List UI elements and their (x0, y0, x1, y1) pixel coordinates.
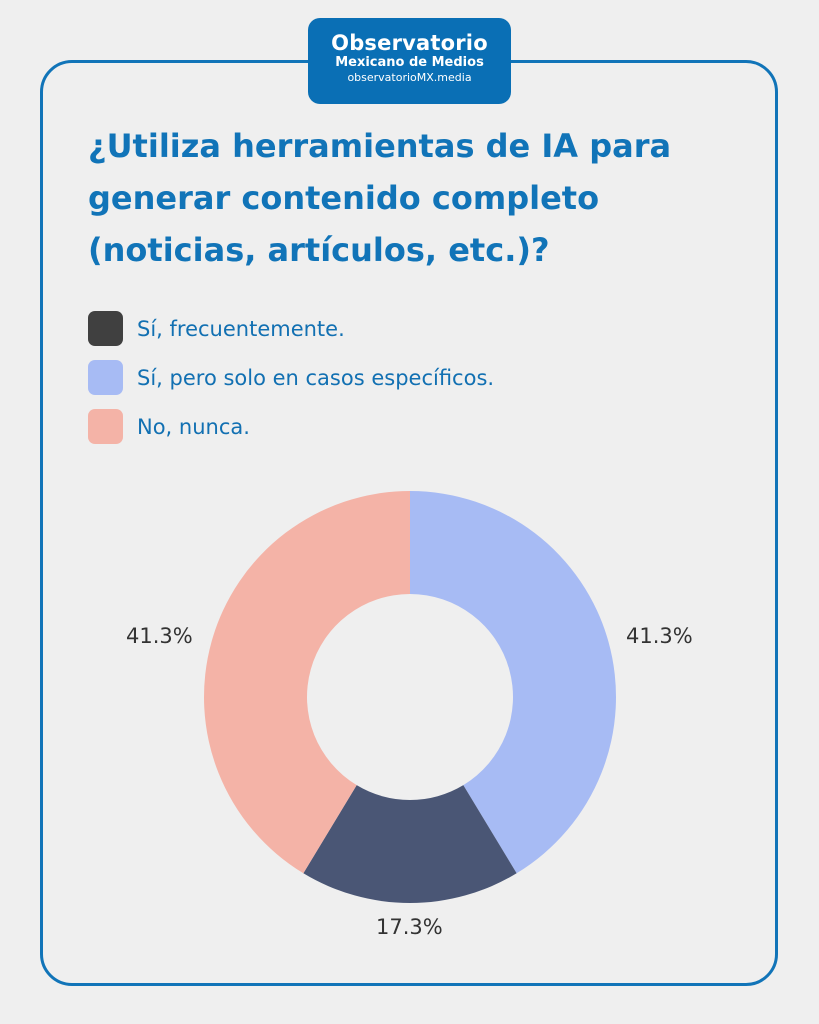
logo-badge: Observatorio Mexicano de Medios observat… (308, 18, 511, 104)
slice-nunca (204, 491, 410, 874)
chart-legend: Sí, frecuentemente. Sí, pero solo en cas… (88, 304, 494, 451)
legend-label-nunca: No, nunca. (137, 414, 250, 439)
slice-frecuentemente (303, 785, 517, 903)
legend-swatch-frecuentemente (88, 311, 123, 346)
legend-item-especificos: Sí, pero solo en casos específicos. (88, 353, 494, 402)
chart-title: ¿Utiliza herramientas de IA para generar… (88, 127, 672, 269)
legend-item-frecuentemente: Sí, frecuentemente. (88, 304, 494, 353)
slice-especificos (410, 491, 616, 874)
legend-label-especificos: Sí, pero solo en casos específicos. (137, 365, 495, 390)
data-label-especificos: 41.3% (626, 624, 693, 648)
data-label-nunca: 41.3% (126, 624, 193, 648)
legend-swatch-nunca (88, 409, 123, 444)
legend-swatch-especificos (88, 360, 123, 395)
legend-item-nunca: No, nunca. (88, 402, 494, 451)
logo-url: observatorioMX.media (347, 71, 472, 84)
data-label-frecuentemente: 17.3% (376, 915, 443, 939)
logo-title: Observatorio (331, 31, 488, 55)
legend-label-frecuentemente: Sí, frecuentemente. (137, 316, 345, 341)
logo-subtitle: Mexicano de Medios (335, 55, 484, 70)
